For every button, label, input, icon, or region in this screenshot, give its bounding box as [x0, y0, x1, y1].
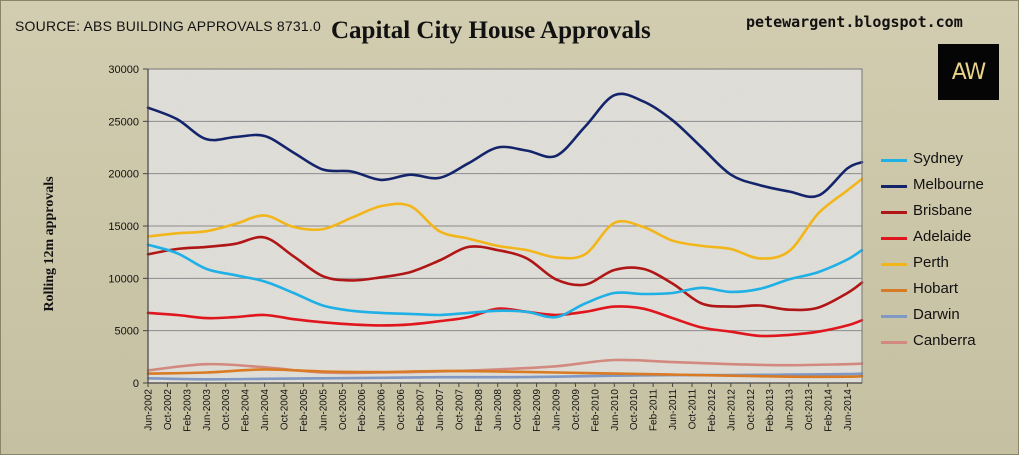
x-tick-label: Feb-2010: [590, 389, 601, 432]
y-tick-label: 5000: [115, 326, 139, 338]
x-tick-label: Jun-2004: [260, 389, 271, 431]
y-axis-label: Rolling 12m approvals: [42, 176, 57, 312]
y-tick-label: 25000: [108, 116, 139, 128]
x-tick-label: Feb-2011: [649, 389, 660, 432]
legend-swatch: [881, 315, 907, 318]
x-tick-label: Oct-2012: [746, 389, 757, 431]
x-tick-label: Jun-2013: [785, 389, 796, 431]
y-tick-label: 10000: [108, 273, 139, 285]
blog-url: petewargent.blogspot.com: [746, 13, 963, 31]
series-line-hobart: [146, 368, 864, 379]
aw-logo-text: AW: [951, 59, 987, 85]
x-tick-label: Jun-2002: [144, 389, 155, 431]
x-tick-label: Jun-2014: [843, 389, 854, 431]
legend-label: Perth: [913, 254, 949, 271]
series-line-perth: [146, 177, 864, 260]
legend-swatch: [881, 237, 907, 240]
legend-swatch: [881, 289, 907, 292]
x-tick-label: Feb-2009: [532, 389, 543, 432]
x-tick-label: Jun-2005: [318, 389, 329, 431]
x-tick-label: Feb-2005: [299, 389, 310, 432]
series-line-melbourne: [146, 92, 864, 199]
x-tick-label: Feb-2006: [357, 389, 368, 432]
series-line-darwin: [146, 372, 864, 381]
series-line-sydney: [146, 243, 864, 319]
y-tick-label: 30000: [108, 64, 139, 76]
x-tick-label: Oct-2013: [804, 389, 815, 431]
legend-label: Sydney: [913, 150, 964, 167]
x-tick-label: Oct-2002: [163, 389, 174, 431]
legend-label: Darwin: [913, 306, 960, 323]
series-line-brisbane: [146, 235, 864, 312]
legend-swatch: [881, 263, 907, 266]
x-tick-label: Oct-2009: [571, 389, 582, 431]
x-tick-label: Feb-2007: [416, 389, 427, 432]
x-tick-label: Jun-2006: [377, 389, 388, 431]
y-tick-label: 0: [133, 378, 139, 390]
legend-swatch: [881, 185, 907, 188]
legend-swatch: [881, 211, 907, 214]
x-tick-label: Feb-2012: [707, 389, 718, 432]
legend-label: Adelaide: [913, 228, 972, 245]
x-tick-label: Oct-2005: [338, 389, 349, 431]
y-tick-label: 20000: [108, 169, 139, 181]
x-tick-label: Oct-2004: [280, 389, 291, 431]
legend-label: Brisbane: [913, 202, 973, 219]
x-tick-label: Jun-2011: [668, 389, 679, 430]
x-tick-label: Jun-2007: [435, 389, 446, 431]
x-tick-label: Oct-2011: [688, 389, 699, 430]
x-tick-label: Oct-2010: [629, 389, 640, 431]
x-tick-label: Jun-2009: [552, 389, 563, 431]
legend-label: Hobart: [913, 280, 959, 297]
y-tick-label: 15000: [108, 221, 139, 233]
x-tick-label: Jun-2010: [610, 389, 621, 431]
aw-logo: AW: [938, 44, 999, 100]
x-tick-label: Jun-2012: [726, 389, 737, 431]
x-tick-label: Oct-2006: [396, 389, 407, 431]
x-tick-label: Feb-2003: [182, 389, 193, 432]
x-tick-label: Oct-2003: [221, 389, 232, 431]
x-tick-label: Jun-2003: [202, 389, 213, 431]
x-tick-label: Oct-2008: [513, 389, 524, 431]
x-tick-label: Feb-2014: [824, 389, 835, 432]
chart-title: Capital City House Approvals: [331, 17, 651, 44]
x-tick-label: Jun-2008: [493, 389, 504, 431]
x-tick-label: Feb-2004: [241, 389, 252, 432]
legend-swatch: [881, 159, 907, 162]
legend-label: Melbourne: [913, 176, 984, 193]
legend-swatch: [881, 341, 907, 344]
source-note: SOURCE: ABS BUILDING APPROVALS 8731.0: [15, 18, 321, 34]
x-tick-label: Feb-2008: [474, 389, 485, 432]
x-tick-label: Feb-2013: [765, 389, 776, 432]
legend-label: Canberra: [913, 332, 976, 349]
series-line-adelaide: [146, 305, 864, 338]
series-line-canberra: [146, 358, 864, 375]
x-tick-label: Oct-2007: [454, 389, 465, 431]
